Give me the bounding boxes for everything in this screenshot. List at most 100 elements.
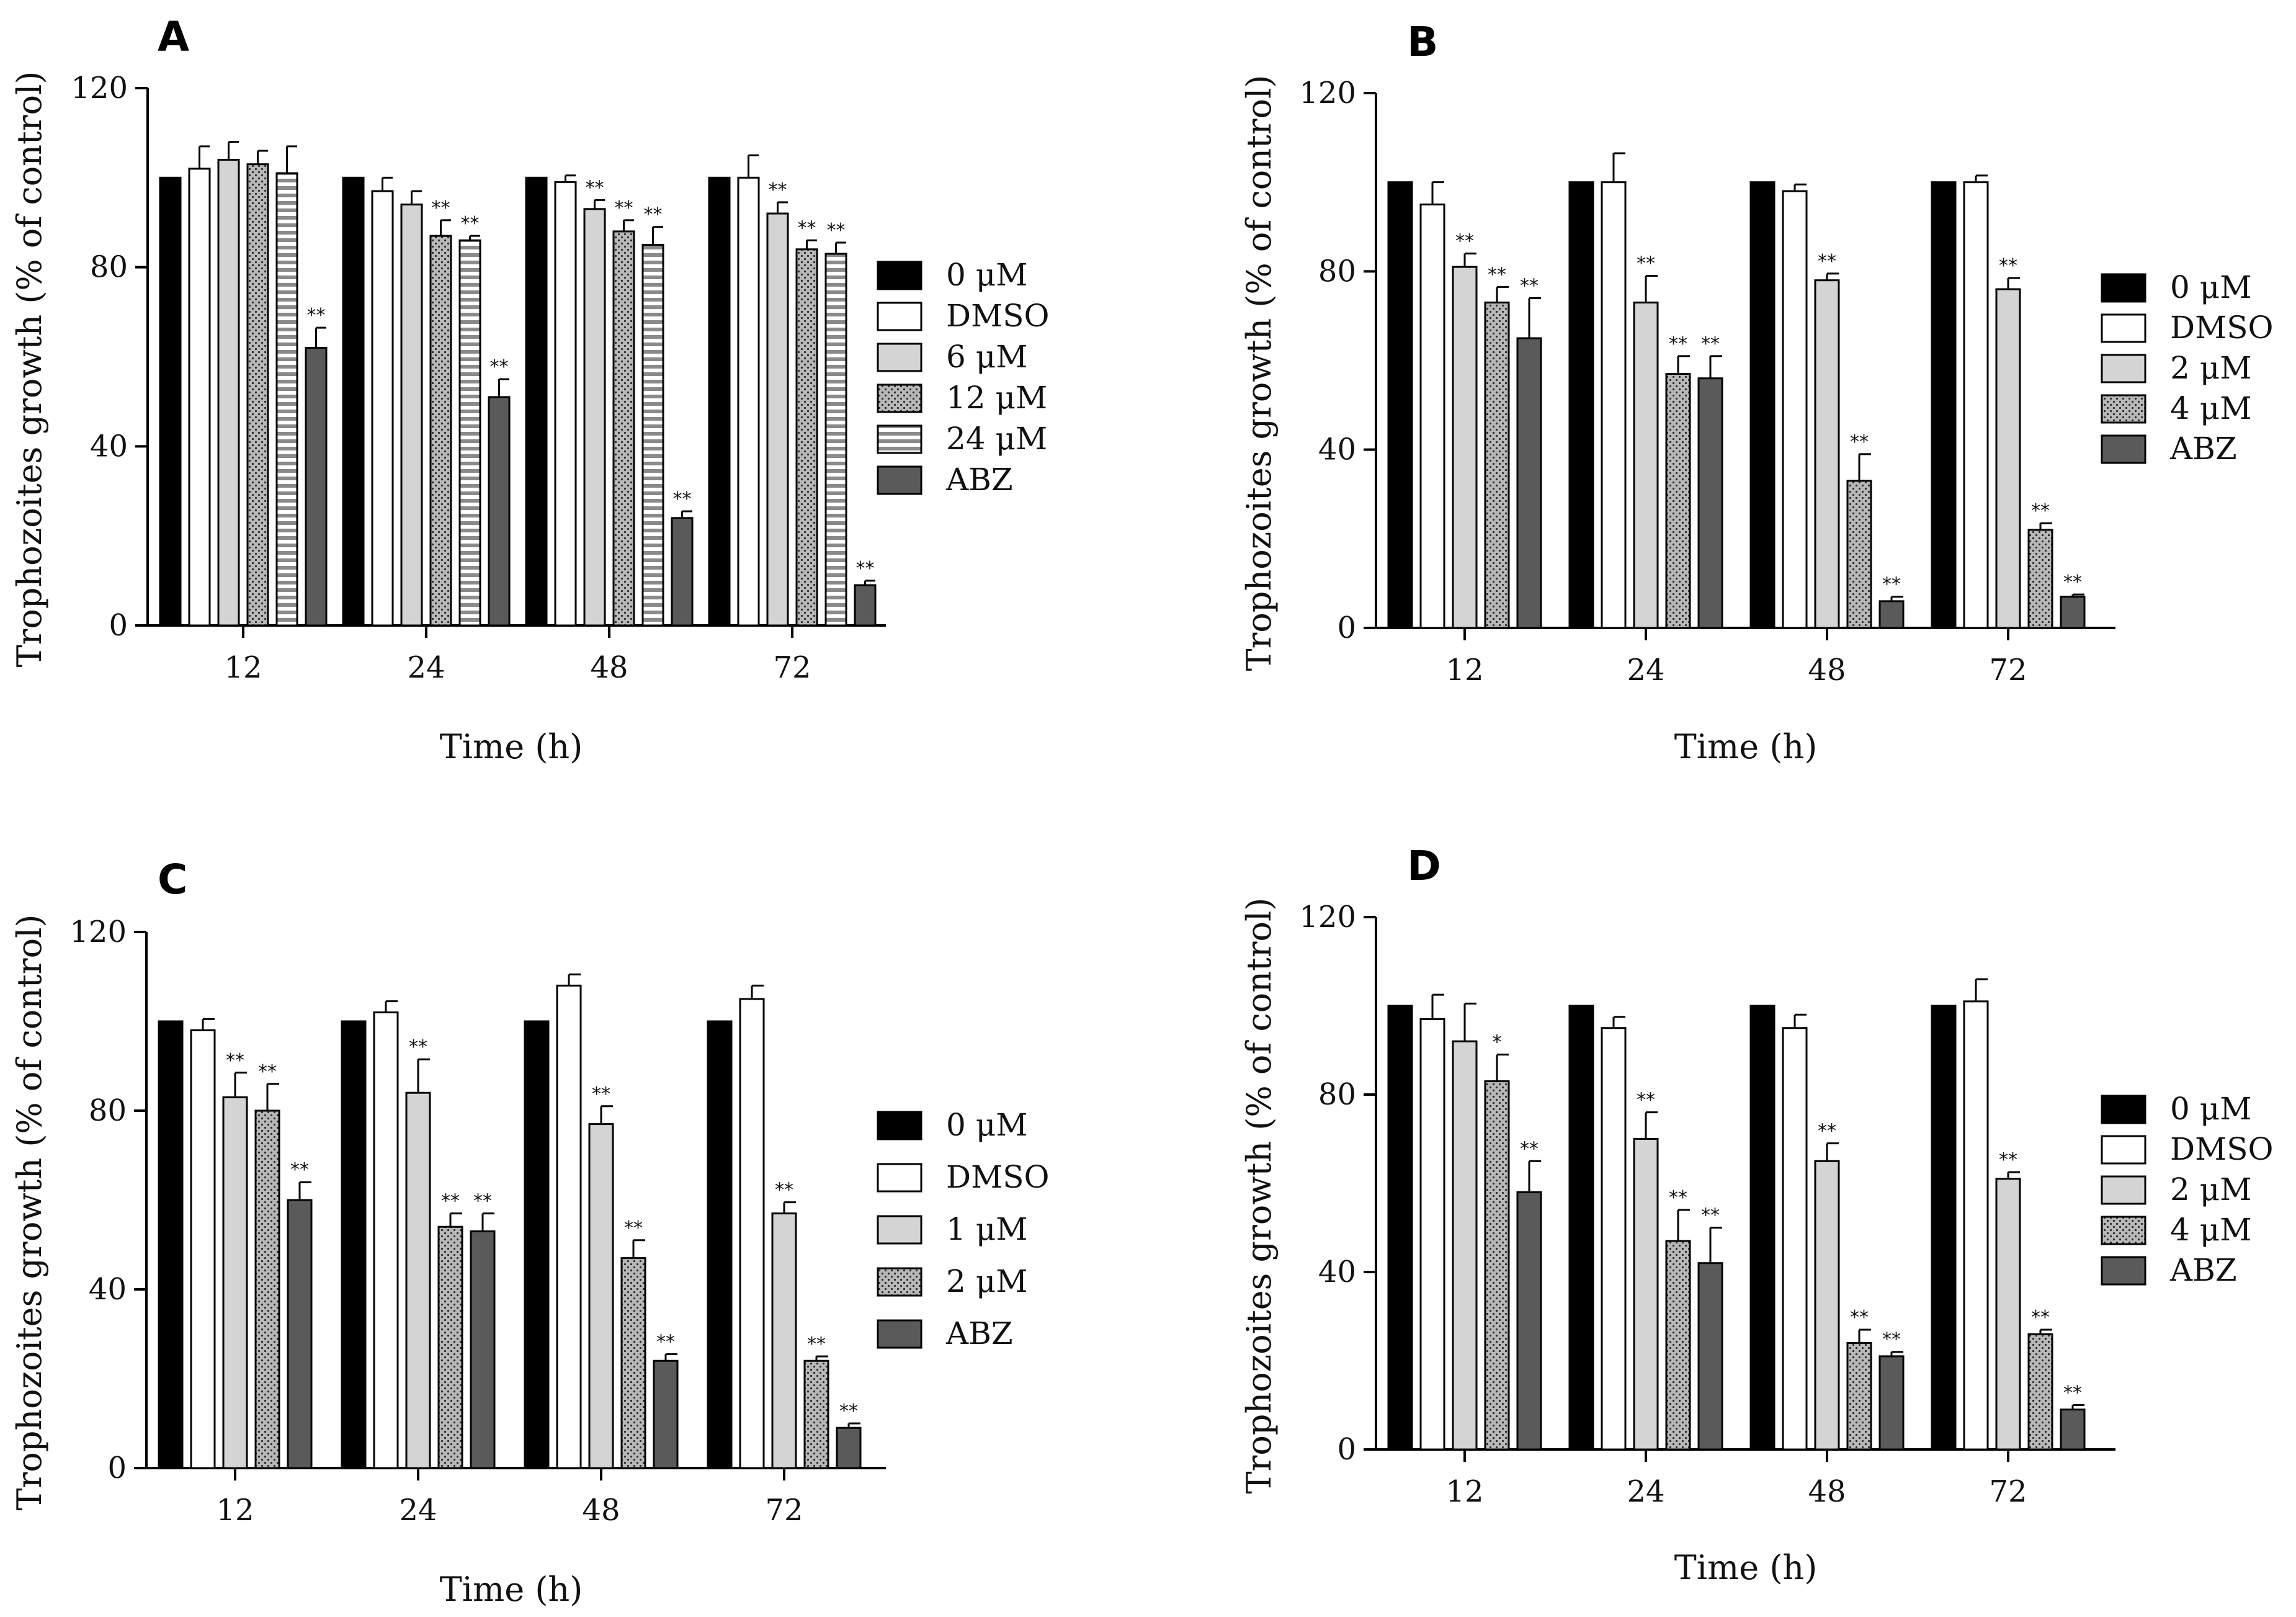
legend-label: ABZ — [945, 1315, 1013, 1351]
y-tick-label: 40 — [89, 1272, 127, 1307]
bar — [1782, 190, 1808, 629]
panel-label: D — [1407, 842, 1441, 890]
panel-label: B — [1407, 18, 1438, 66]
bar — [158, 1020, 184, 1469]
legend-label: 0 μM — [946, 257, 1027, 293]
significance-label: ** — [1850, 1307, 1869, 1328]
legend-label: 2 μM — [2170, 1171, 2251, 1207]
bar — [620, 1257, 646, 1469]
legend-label: 0 μM — [946, 1107, 1027, 1143]
legend-label: 0 μM — [2170, 1091, 2251, 1127]
bar — [437, 1225, 463, 1469]
x-tick-label: 48 — [1808, 1474, 1846, 1509]
significance-label: ** — [258, 1061, 277, 1083]
legend-label: DMSO — [946, 298, 1050, 334]
bar — [708, 176, 731, 627]
legend-label: 4 μM — [2170, 390, 2251, 426]
bar — [1995, 1178, 2021, 1451]
bar — [556, 984, 582, 1469]
bar — [341, 1020, 367, 1469]
bar — [488, 396, 511, 627]
significance-label: ** — [2031, 500, 2050, 522]
legend-label: 4 μM — [2170, 1212, 2251, 1248]
bar — [854, 584, 877, 627]
significance-label: ** — [775, 1180, 793, 1201]
legend-swatch — [2101, 1135, 2146, 1165]
x-tick-label: 24 — [399, 1493, 437, 1528]
y-axis-title: Trophozoites growth (% of control) — [10, 71, 49, 668]
bar — [824, 253, 847, 627]
bar — [803, 1359, 829, 1469]
bar — [1749, 181, 1776, 629]
significance-label: ** — [1999, 255, 2017, 277]
significance-label: ** — [798, 217, 816, 239]
significance-label: ** — [290, 1159, 309, 1181]
legend-label: DMSO — [2170, 310, 2274, 346]
legend-swatch — [2101, 1256, 2146, 1286]
bar — [470, 1230, 496, 1469]
legend-label: 6 μM — [946, 339, 1027, 375]
bar — [1814, 279, 1840, 629]
x-axis-title: Time (h) — [1674, 727, 1818, 766]
x-tick-label: 24 — [1627, 1474, 1664, 1509]
bar — [583, 208, 606, 627]
bar — [1484, 302, 1510, 629]
bar — [1516, 1191, 1542, 1451]
significance-label: ** — [615, 197, 633, 219]
significance-label: ** — [1999, 1149, 2017, 1171]
bar — [305, 347, 328, 627]
legend-swatch — [877, 424, 922, 454]
bar — [1782, 1027, 1808, 1451]
legend-swatch — [877, 1319, 922, 1349]
bar — [1387, 1005, 1413, 1451]
significance-label: ** — [490, 356, 509, 378]
bar — [1452, 1040, 1478, 1451]
legend-label: 1 μM — [946, 1211, 1027, 1247]
x-tick-label: 12 — [224, 650, 262, 685]
bar — [246, 163, 269, 627]
significance-label: ** — [807, 1333, 826, 1355]
bar — [188, 168, 211, 627]
significance-label: ** — [1818, 251, 1836, 272]
bar — [217, 158, 240, 627]
x-tick-label: 12 — [1445, 1474, 1483, 1509]
y-tick-label: 0 — [107, 1451, 127, 1485]
bar — [1516, 337, 1542, 629]
legend-label: ABZ — [945, 462, 1013, 498]
significance-label: ** — [1520, 1138, 1539, 1160]
bar — [342, 176, 365, 627]
bar — [1963, 1000, 1989, 1451]
bar — [400, 204, 423, 627]
legend-swatch — [877, 465, 922, 495]
legend-swatch — [877, 1111, 922, 1140]
significance-label: ** — [441, 1191, 460, 1212]
x-tick-label: 24 — [407, 650, 445, 685]
y-tick-label: 80 — [90, 250, 128, 285]
significance-label: ** — [2031, 1307, 2050, 1328]
significance-label: ** — [656, 1331, 675, 1353]
significance-label: ** — [1882, 1329, 1901, 1351]
legend-swatch — [877, 1215, 922, 1245]
bar — [737, 176, 760, 627]
y-tick-label: 120 — [1299, 76, 1356, 110]
bar — [373, 1011, 399, 1469]
x-tick-label: 12 — [1445, 653, 1483, 688]
x-tick-label: 72 — [1989, 1474, 2027, 1509]
significance-label: ** — [1455, 231, 1474, 253]
bar — [1633, 1138, 1659, 1451]
bar — [795, 248, 818, 627]
legend-swatch — [2101, 313, 2146, 343]
y-axis-title: Trophozoites growth (% of control) — [1240, 75, 1279, 671]
legend-swatch — [2101, 394, 2146, 424]
legend-swatch — [2101, 354, 2146, 383]
bar — [1931, 1005, 1957, 1451]
y-tick-label: 120 — [1299, 900, 1356, 934]
bar — [159, 176, 182, 627]
significance-label: ** — [461, 213, 480, 235]
y-tick-label: 120 — [71, 71, 128, 105]
chart-panel-c: C 0 40 80 120 12 ** ** ** 24 ** ** ** 48 ** ** ** 72 ** ** *… — [10, 856, 1050, 1609]
x-tick-label: 48 — [582, 1493, 620, 1528]
x-tick-label: 72 — [765, 1493, 803, 1528]
y-tick-label: 40 — [1318, 1255, 1356, 1289]
